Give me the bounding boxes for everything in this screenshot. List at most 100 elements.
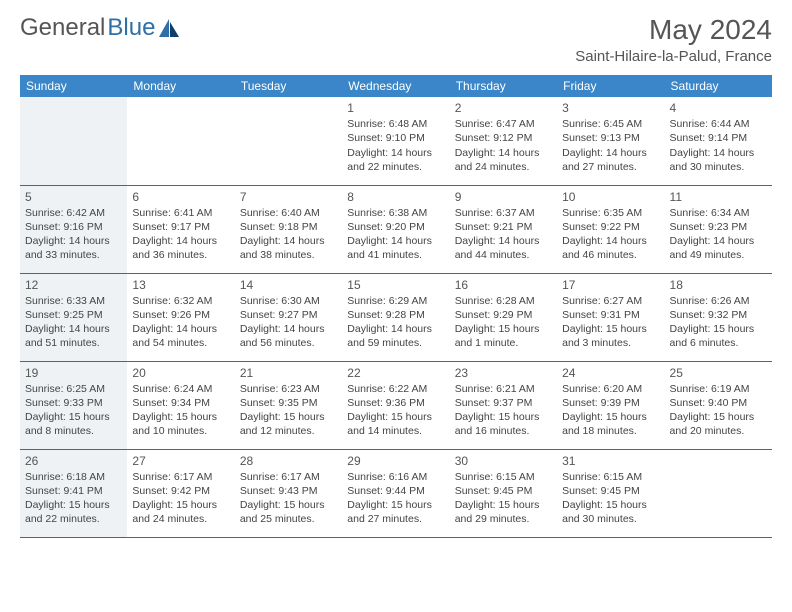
calendar-body: 1Sunrise: 6:48 AMSunset: 9:10 PMDaylight… [20, 97, 772, 537]
sunset-line: Sunset: 9:28 PM [347, 308, 444, 322]
sunset-line: Sunset: 9:33 PM [25, 396, 122, 410]
sunrise-line: Sunrise: 6:33 AM [25, 294, 122, 308]
day-header: Tuesday [235, 75, 342, 97]
sunrise-line: Sunrise: 6:35 AM [562, 206, 659, 220]
daylight-line: Daylight: 14 hours and 59 minutes. [347, 322, 444, 350]
sunrise-line: Sunrise: 6:38 AM [347, 206, 444, 220]
daylight-line: Daylight: 15 hours and 27 minutes. [347, 498, 444, 526]
daylight-line: Daylight: 15 hours and 29 minutes. [455, 498, 552, 526]
daylight-line: Daylight: 14 hours and 24 minutes. [455, 146, 552, 174]
calendar-day-cell: 2Sunrise: 6:47 AMSunset: 9:12 PMDaylight… [450, 97, 557, 185]
sunset-line: Sunset: 9:18 PM [240, 220, 337, 234]
sunset-line: Sunset: 9:43 PM [240, 484, 337, 498]
calendar-day-cell: 26Sunrise: 6:18 AMSunset: 9:41 PMDayligh… [20, 449, 127, 537]
sunset-line: Sunset: 9:41 PM [25, 484, 122, 498]
sunset-line: Sunset: 9:16 PM [25, 220, 122, 234]
calendar-day-cell [20, 97, 127, 185]
sunset-line: Sunset: 9:21 PM [455, 220, 552, 234]
calendar-day-cell: 22Sunrise: 6:22 AMSunset: 9:36 PMDayligh… [342, 361, 449, 449]
day-number: 10 [562, 189, 659, 205]
daylight-line: Daylight: 14 hours and 30 minutes. [670, 146, 767, 174]
sunrise-line: Sunrise: 6:16 AM [347, 470, 444, 484]
sunset-line: Sunset: 9:14 PM [670, 131, 767, 145]
daylight-line: Daylight: 15 hours and 18 minutes. [562, 410, 659, 438]
daylight-line: Daylight: 14 hours and 54 minutes. [132, 322, 229, 350]
daylight-line: Daylight: 14 hours and 27 minutes. [562, 146, 659, 174]
sunrise-line: Sunrise: 6:28 AM [455, 294, 552, 308]
daylight-line: Daylight: 14 hours and 56 minutes. [240, 322, 337, 350]
calendar-day-cell: 6Sunrise: 6:41 AMSunset: 9:17 PMDaylight… [127, 185, 234, 273]
day-number: 3 [562, 100, 659, 116]
day-header: Friday [557, 75, 664, 97]
sunrise-line: Sunrise: 6:48 AM [347, 117, 444, 131]
sunset-line: Sunset: 9:40 PM [670, 396, 767, 410]
logo-text-1: General [20, 14, 105, 42]
calendar-day-cell: 24Sunrise: 6:20 AMSunset: 9:39 PMDayligh… [557, 361, 664, 449]
day-number: 7 [240, 189, 337, 205]
calendar-day-cell: 23Sunrise: 6:21 AMSunset: 9:37 PMDayligh… [450, 361, 557, 449]
daylight-line: Daylight: 14 hours and 38 minutes. [240, 234, 337, 262]
day-number: 5 [25, 189, 122, 205]
sunrise-line: Sunrise: 6:26 AM [670, 294, 767, 308]
sunrise-line: Sunrise: 6:37 AM [455, 206, 552, 220]
sunrise-line: Sunrise: 6:17 AM [240, 470, 337, 484]
calendar-day-cell: 31Sunrise: 6:15 AMSunset: 9:45 PMDayligh… [557, 449, 664, 537]
calendar-day-cell [665, 449, 772, 537]
day-header: Sunday [20, 75, 127, 97]
calendar-day-cell: 9Sunrise: 6:37 AMSunset: 9:21 PMDaylight… [450, 185, 557, 273]
day-number: 28 [240, 453, 337, 469]
calendar-week-row: 5Sunrise: 6:42 AMSunset: 9:16 PMDaylight… [20, 185, 772, 273]
day-number: 30 [455, 453, 552, 469]
sunset-line: Sunset: 9:22 PM [562, 220, 659, 234]
sunrise-line: Sunrise: 6:32 AM [132, 294, 229, 308]
daylight-line: Daylight: 15 hours and 8 minutes. [25, 410, 122, 438]
daylight-line: Daylight: 15 hours and 25 minutes. [240, 498, 337, 526]
day-number: 6 [132, 189, 229, 205]
day-header: Wednesday [342, 75, 449, 97]
sunset-line: Sunset: 9:45 PM [562, 484, 659, 498]
daylight-line: Daylight: 14 hours and 46 minutes. [562, 234, 659, 262]
day-number: 11 [670, 189, 767, 205]
day-number: 18 [670, 277, 767, 293]
calendar-day-cell: 3Sunrise: 6:45 AMSunset: 9:13 PMDaylight… [557, 97, 664, 185]
day-header: Saturday [665, 75, 772, 97]
sunset-line: Sunset: 9:44 PM [347, 484, 444, 498]
sunset-line: Sunset: 9:25 PM [25, 308, 122, 322]
daylight-line: Daylight: 14 hours and 51 minutes. [25, 322, 122, 350]
sunrise-line: Sunrise: 6:47 AM [455, 117, 552, 131]
day-number: 15 [347, 277, 444, 293]
sunset-line: Sunset: 9:45 PM [455, 484, 552, 498]
sunrise-line: Sunrise: 6:27 AM [562, 294, 659, 308]
sunset-line: Sunset: 9:26 PM [132, 308, 229, 322]
calendar-day-cell [127, 97, 234, 185]
day-number: 25 [670, 365, 767, 381]
calendar-day-cell: 21Sunrise: 6:23 AMSunset: 9:35 PMDayligh… [235, 361, 342, 449]
sunrise-line: Sunrise: 6:15 AM [455, 470, 552, 484]
calendar-day-cell: 13Sunrise: 6:32 AMSunset: 9:26 PMDayligh… [127, 273, 234, 361]
sunset-line: Sunset: 9:27 PM [240, 308, 337, 322]
daylight-line: Daylight: 15 hours and 6 minutes. [670, 322, 767, 350]
calendar-day-cell: 14Sunrise: 6:30 AMSunset: 9:27 PMDayligh… [235, 273, 342, 361]
header: GeneralBlue May 2024 Saint-Hilaire-la-Pa… [20, 14, 772, 65]
daylight-line: Daylight: 15 hours and 20 minutes. [670, 410, 767, 438]
sunset-line: Sunset: 9:34 PM [132, 396, 229, 410]
sunset-line: Sunset: 9:17 PM [132, 220, 229, 234]
day-number: 2 [455, 100, 552, 116]
sunrise-line: Sunrise: 6:24 AM [132, 382, 229, 396]
sunset-line: Sunset: 9:23 PM [670, 220, 767, 234]
day-number: 16 [455, 277, 552, 293]
daylight-line: Daylight: 15 hours and 24 minutes. [132, 498, 229, 526]
calendar-day-cell [235, 97, 342, 185]
calendar-day-cell: 18Sunrise: 6:26 AMSunset: 9:32 PMDayligh… [665, 273, 772, 361]
day-number: 27 [132, 453, 229, 469]
day-number: 24 [562, 365, 659, 381]
sunset-line: Sunset: 9:13 PM [562, 131, 659, 145]
logo-text-2: Blue [107, 14, 155, 42]
sunset-line: Sunset: 9:36 PM [347, 396, 444, 410]
day-number: 22 [347, 365, 444, 381]
calendar-week-row: 12Sunrise: 6:33 AMSunset: 9:25 PMDayligh… [20, 273, 772, 361]
sunrise-line: Sunrise: 6:30 AM [240, 294, 337, 308]
calendar-day-cell: 28Sunrise: 6:17 AMSunset: 9:43 PMDayligh… [235, 449, 342, 537]
calendar-day-cell: 10Sunrise: 6:35 AMSunset: 9:22 PMDayligh… [557, 185, 664, 273]
daylight-line: Daylight: 15 hours and 16 minutes. [455, 410, 552, 438]
